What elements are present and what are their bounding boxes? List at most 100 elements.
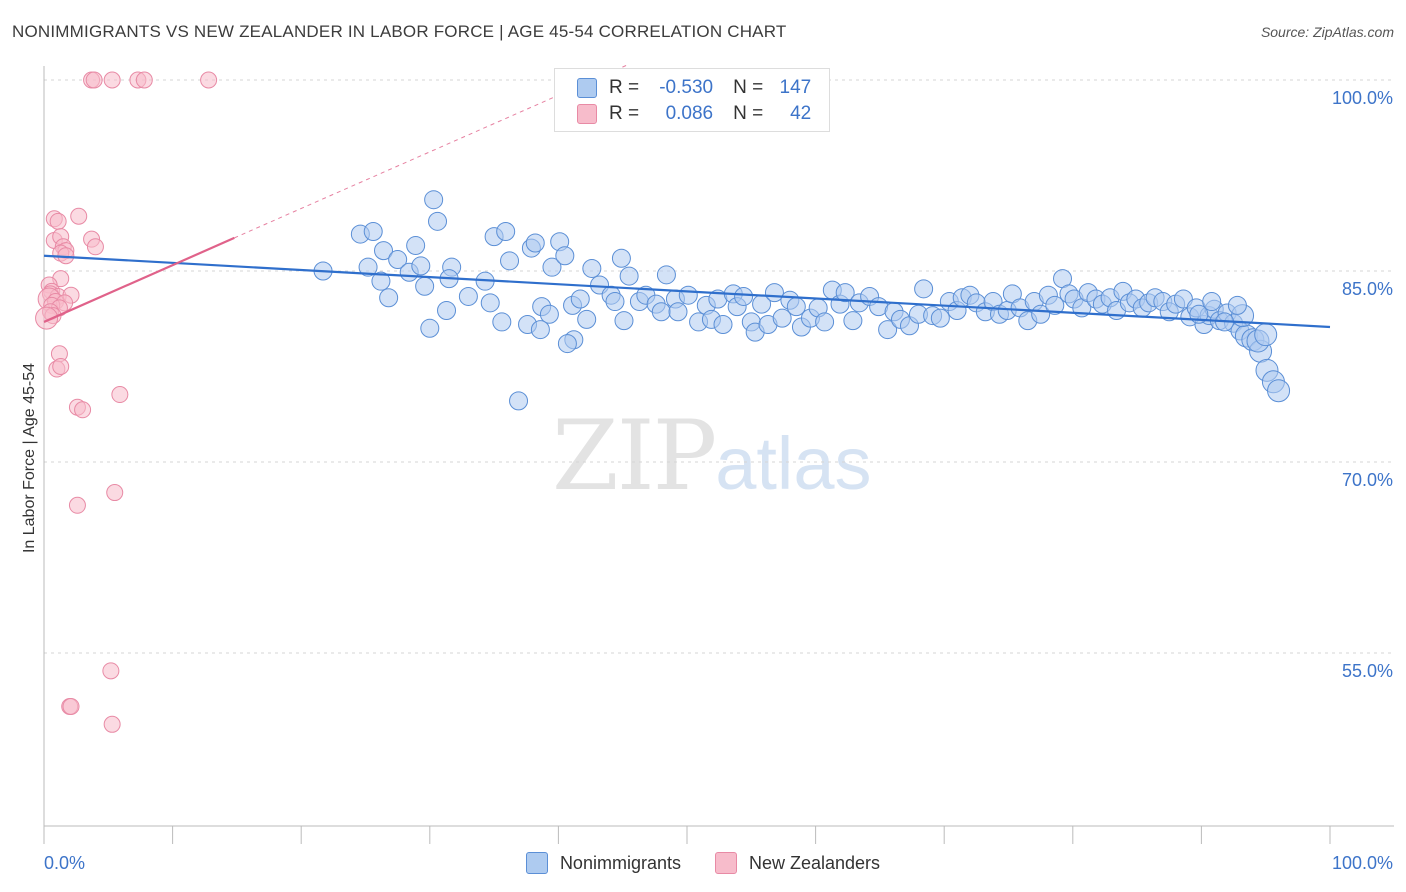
watermark-zip: ZIP [552, 400, 717, 512]
legend-r-value: 0.086 [665, 103, 714, 124]
nonimmigrants-point [570, 289, 590, 309]
nonimmigrants-point [428, 211, 448, 231]
nonimmigrants-point [1227, 295, 1247, 315]
newzealanders-trend-line [43, 236, 235, 323]
nonimmigrants-point [815, 312, 835, 332]
legend-n-value: 42 [790, 103, 812, 124]
legend-item-nonimmigrants[interactable]: Nonimmigrants [525, 852, 681, 874]
newzealanders-point [86, 238, 104, 256]
nonimmigrants-point [1254, 323, 1278, 347]
legend-row-newzealanders: R = 0.086 N = 42 [577, 103, 811, 125]
nonimmigrants-point [525, 233, 545, 253]
nonimmigrants-trend-line [43, 254, 1331, 329]
legend-r-label: R = [609, 103, 640, 124]
nonimmigrants-point [530, 320, 550, 340]
legend-label-nonimmigrants: Nonimmigrants [559, 852, 681, 873]
nonimmigrants-point [651, 302, 671, 322]
nonimmigrants-point [496, 222, 516, 242]
nonimmigrants-point [772, 308, 792, 328]
legend-label-newzealanders: New Zealanders [748, 852, 881, 873]
nonimmigrants-point [411, 256, 431, 276]
correlation-legend: R = -0.530 N = 147 R = 0.086 N = 42 [554, 68, 830, 132]
nonimmigrants-point [611, 248, 631, 268]
legend-r-value: -0.530 [659, 77, 714, 98]
nonimmigrants-point [492, 312, 512, 332]
legend-swatch-nonimmigrants [577, 78, 597, 98]
newzealanders-point [74, 401, 92, 419]
legend-r-label: R = [609, 77, 640, 98]
y-tick-label: 85.0% [1342, 279, 1393, 299]
newzealanders-point [52, 358, 70, 375]
nonimmigrants-point [835, 283, 855, 303]
newzealanders-point [70, 207, 88, 225]
chart-title: NONIMMIGRANTS VS NEW ZEALANDER IN LABOR … [12, 22, 787, 41]
nonimmigrants-point [415, 276, 435, 296]
nonimmigrants-point [555, 246, 575, 266]
nonimmigrants-point [358, 257, 378, 277]
nonimmigrants-point [656, 265, 676, 285]
nonimmigrants-point [371, 271, 391, 291]
newzealanders-point [103, 715, 121, 733]
nonimmigrants-point [1045, 295, 1065, 315]
y-tick-label: 100.0% [1332, 88, 1393, 108]
nonimmigrants-point [678, 285, 698, 305]
nonimmigrants-point [557, 334, 577, 354]
watermark: ZIPatlas [552, 400, 872, 512]
legend-n-label: N = [733, 103, 764, 124]
nonimmigrants-point [843, 311, 863, 331]
nonimmigrants-point [458, 286, 478, 306]
nonimmigrants-point [1267, 379, 1291, 403]
nonimmigrants-point [614, 311, 634, 331]
nonimmigrants-point [480, 293, 500, 313]
newzealanders-point [68, 496, 86, 514]
series-legend: Nonimmigrants New Zealanders [0, 852, 1406, 874]
legend-row-nonimmigrants: R = -0.530 N = 147 [577, 77, 811, 99]
newzealanders-point [102, 662, 120, 680]
newzealanders-point [200, 71, 218, 89]
x-tick-label: 0.0% [44, 853, 85, 873]
nonimmigrants-point [388, 250, 408, 270]
legend-swatch-newzealanders [714, 852, 737, 874]
legend-item-newzealanders[interactable]: New Zealanders [714, 852, 881, 874]
newzealanders-point [106, 484, 124, 502]
nonimmigrants-point [734, 286, 754, 306]
nonimmigrants-point [374, 241, 394, 261]
nonimmigrants-point [437, 300, 457, 320]
nonimmigrants-point [509, 391, 529, 411]
nonimmigrants-point [577, 309, 597, 329]
legend-swatch-nonimmigrants [525, 852, 548, 874]
legend-n-value: 147 [779, 77, 812, 98]
nonimmigrants-point [605, 292, 625, 312]
nonimmigrants-point [500, 251, 520, 271]
nonimmigrants-point [619, 266, 639, 286]
newzealanders-point [103, 71, 121, 89]
nonimmigrants-point [878, 320, 898, 340]
nonimmigrants-point [542, 257, 562, 277]
nonimmigrants-point [930, 308, 950, 328]
nonimmigrants-point [713, 314, 733, 334]
newzealanders-point [35, 306, 59, 330]
nonimmigrants-point [914, 279, 934, 299]
newzealanders-point [111, 386, 129, 404]
nonimmigrants-point [379, 288, 399, 308]
nonimmigrants-point [582, 258, 602, 278]
nonimmigrants-point [668, 302, 688, 322]
nonimmigrants-point [424, 190, 444, 210]
nonimmigrants-point [539, 304, 559, 324]
newzealanders-point [62, 697, 80, 715]
x-tick-label: 100.0% [1332, 853, 1393, 873]
y-tick-label: 55.0% [1342, 661, 1393, 681]
source-credit: Source: ZipAtlas.com [1260, 24, 1394, 40]
legend-n-label: N = [733, 77, 764, 98]
y-tick-label: 70.0% [1342, 470, 1393, 490]
nonimmigrants-point [363, 222, 383, 242]
watermark-atlas: atlas [715, 422, 872, 505]
nonimmigrants-point [1202, 292, 1222, 312]
nonimmigrants-point [420, 318, 440, 338]
nonimmigrants-point [406, 236, 426, 256]
legend-swatch-newzealanders [577, 104, 597, 124]
newzealanders-point [85, 71, 103, 89]
newzealanders-point [49, 212, 67, 230]
newzealanders-point [135, 71, 153, 89]
